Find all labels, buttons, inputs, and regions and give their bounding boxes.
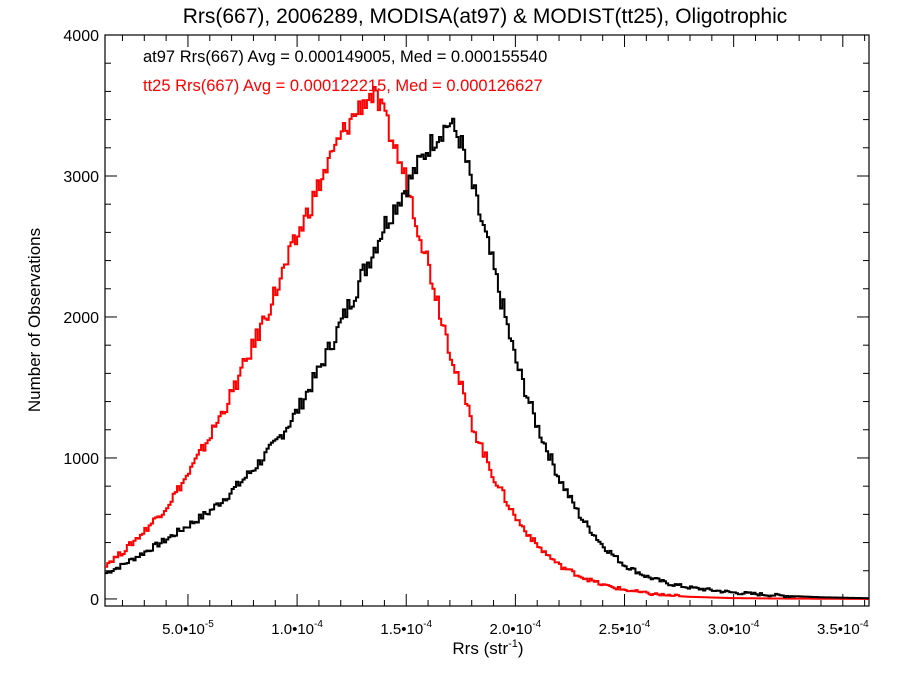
x-axis-label-sup: -1 <box>508 638 518 650</box>
x-tick-label: 5.0•10-5 <box>162 619 214 638</box>
y-tick-label: 3000 <box>63 169 99 186</box>
chart-title: Rrs(667), 2006289, MODISA(at97) & MODIST… <box>183 5 788 28</box>
y-tick-label: 2000 <box>63 310 99 327</box>
x-axis-label: Rrs (str-1) <box>452 638 523 658</box>
annotation-tt25: tt25 Rrs(667) Avg = 0.000122215, Med = 0… <box>143 77 543 95</box>
x-tick-label: 1.0•10-4 <box>271 619 323 638</box>
series-tt25-histogram <box>105 86 869 600</box>
y-axis-label: Number of Observations <box>25 228 44 412</box>
plot-frame <box>104 34 870 607</box>
x-tick-label: 3.5•10-4 <box>817 619 869 638</box>
y-tick-label: 0 <box>90 592 99 609</box>
x-tick-label: 1.5•10-4 <box>380 619 432 638</box>
x-tick-label: 2.5•10-4 <box>599 619 651 638</box>
series-layer <box>105 86 869 600</box>
y-tick-label: 1000 <box>63 451 99 468</box>
y-axis: 0 1000 2000 3000 4000 <box>63 28 869 609</box>
x-tick-label: 2.0•10-4 <box>490 619 542 638</box>
annotation-at97: at97 Rrs(667) Avg = 0.000149005, Med = 0… <box>143 48 547 66</box>
x-axis-label-main: Rrs (str <box>452 639 508 658</box>
series-at97-histogram <box>105 117 869 600</box>
x-tick-label: 3.0•10-4 <box>708 619 760 638</box>
x-axis: 5.0•10-5 1.0•10-4 1.5•10-4 2.0•10-4 2.5•10-4… <box>121 35 869 638</box>
y-tick-label: 4000 <box>63 28 99 45</box>
x-axis-label-end: ) <box>518 639 524 658</box>
